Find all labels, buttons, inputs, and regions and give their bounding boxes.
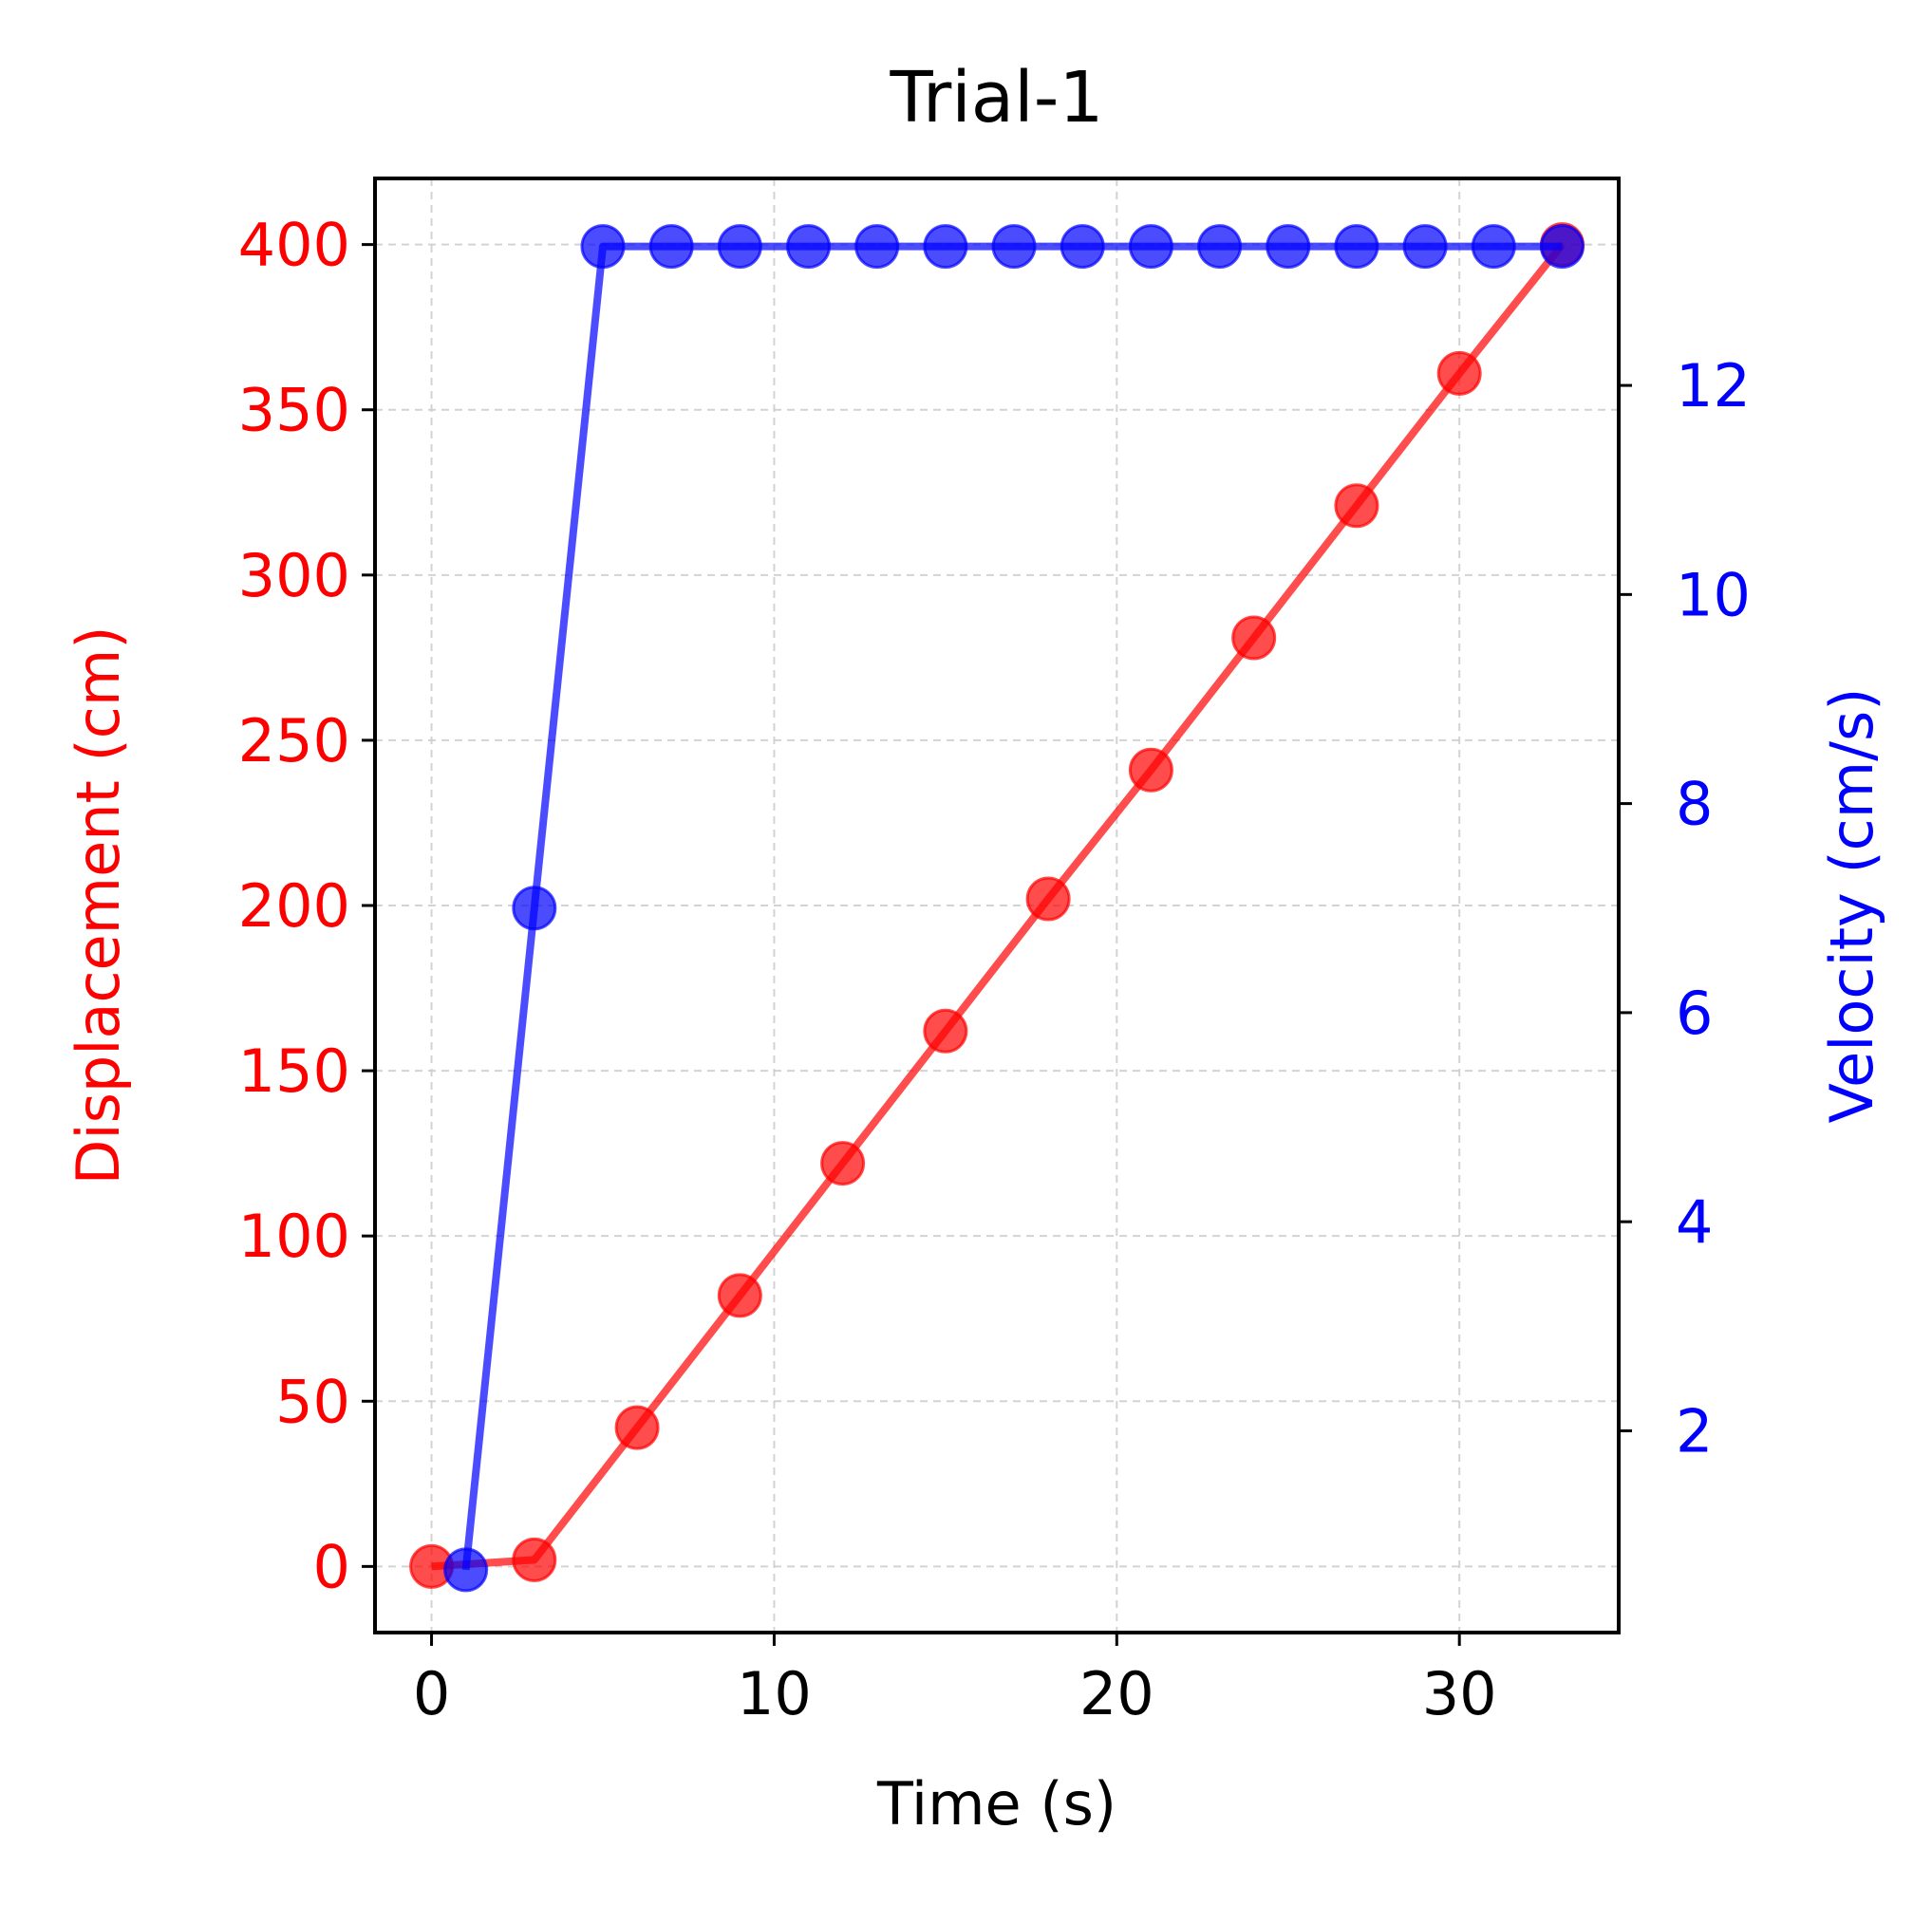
y-tick-label: 50 (275, 1367, 350, 1436)
chart-title: Trial-1 (890, 57, 1104, 139)
velocity-point (1539, 224, 1585, 270)
displacement-point (614, 1405, 660, 1450)
displacement-point (1231, 615, 1277, 661)
x-tick-label: 10 (737, 1659, 812, 1728)
y-tick-label: 200 (238, 871, 350, 941)
y-tick-label: 150 (238, 1036, 350, 1106)
velocity-point (1334, 224, 1379, 270)
y-axis-title: Displacement (cm) (64, 626, 133, 1186)
velocity-point (854, 224, 900, 270)
series-layer (409, 222, 1585, 1593)
x-tick-label: 30 (1422, 1659, 1497, 1728)
x-tick-label: 20 (1079, 1659, 1154, 1728)
displacement-point (512, 1537, 557, 1582)
displacement-point (1436, 350, 1482, 396)
x-tick-label: 0 (413, 1659, 450, 1728)
y2-tick-label: 8 (1676, 770, 1713, 839)
y2-axis-title: Velocity (cm/s) (1817, 688, 1886, 1124)
y-tick-label: 250 (238, 706, 350, 775)
y2-tick-label: 2 (1676, 1396, 1713, 1466)
y2-tick-label: 6 (1676, 979, 1713, 1048)
velocity-point (1128, 224, 1173, 270)
y-tick-label: 400 (238, 211, 350, 280)
velocity-point (1266, 224, 1311, 270)
velocity-point (1060, 224, 1105, 270)
velocity-point (923, 224, 968, 270)
velocity-point (1197, 224, 1243, 270)
displacement-point (820, 1141, 866, 1186)
velocity-line (461, 242, 1563, 1571)
velocity-point (1471, 224, 1516, 270)
velocity-point (648, 224, 694, 270)
displacement-point (1128, 747, 1173, 793)
velocity-point (1402, 224, 1448, 270)
y2-tick-label: 4 (1676, 1187, 1713, 1257)
velocity-point (786, 224, 832, 270)
displacement-point (1025, 876, 1071, 922)
y-tick-label: 100 (238, 1202, 350, 1271)
velocity-point (717, 224, 762, 270)
displacement-point (923, 1008, 968, 1054)
y-tick-label: 0 (313, 1532, 350, 1601)
velocity-point (512, 886, 557, 931)
velocity-point (443, 1547, 489, 1593)
displacement-point (717, 1273, 762, 1318)
x-axis-title: Time (s) (876, 1769, 1116, 1839)
displacement-point (1334, 483, 1379, 529)
y2-tick-label: 12 (1676, 351, 1751, 420)
velocity-point (991, 224, 1037, 270)
grid (375, 178, 1619, 1633)
velocity-point (580, 224, 626, 270)
y-tick-label: 350 (238, 376, 350, 445)
y2-tick-label: 10 (1676, 560, 1751, 629)
y-tick-label: 300 (238, 541, 350, 610)
displacement-line (431, 242, 1566, 1571)
